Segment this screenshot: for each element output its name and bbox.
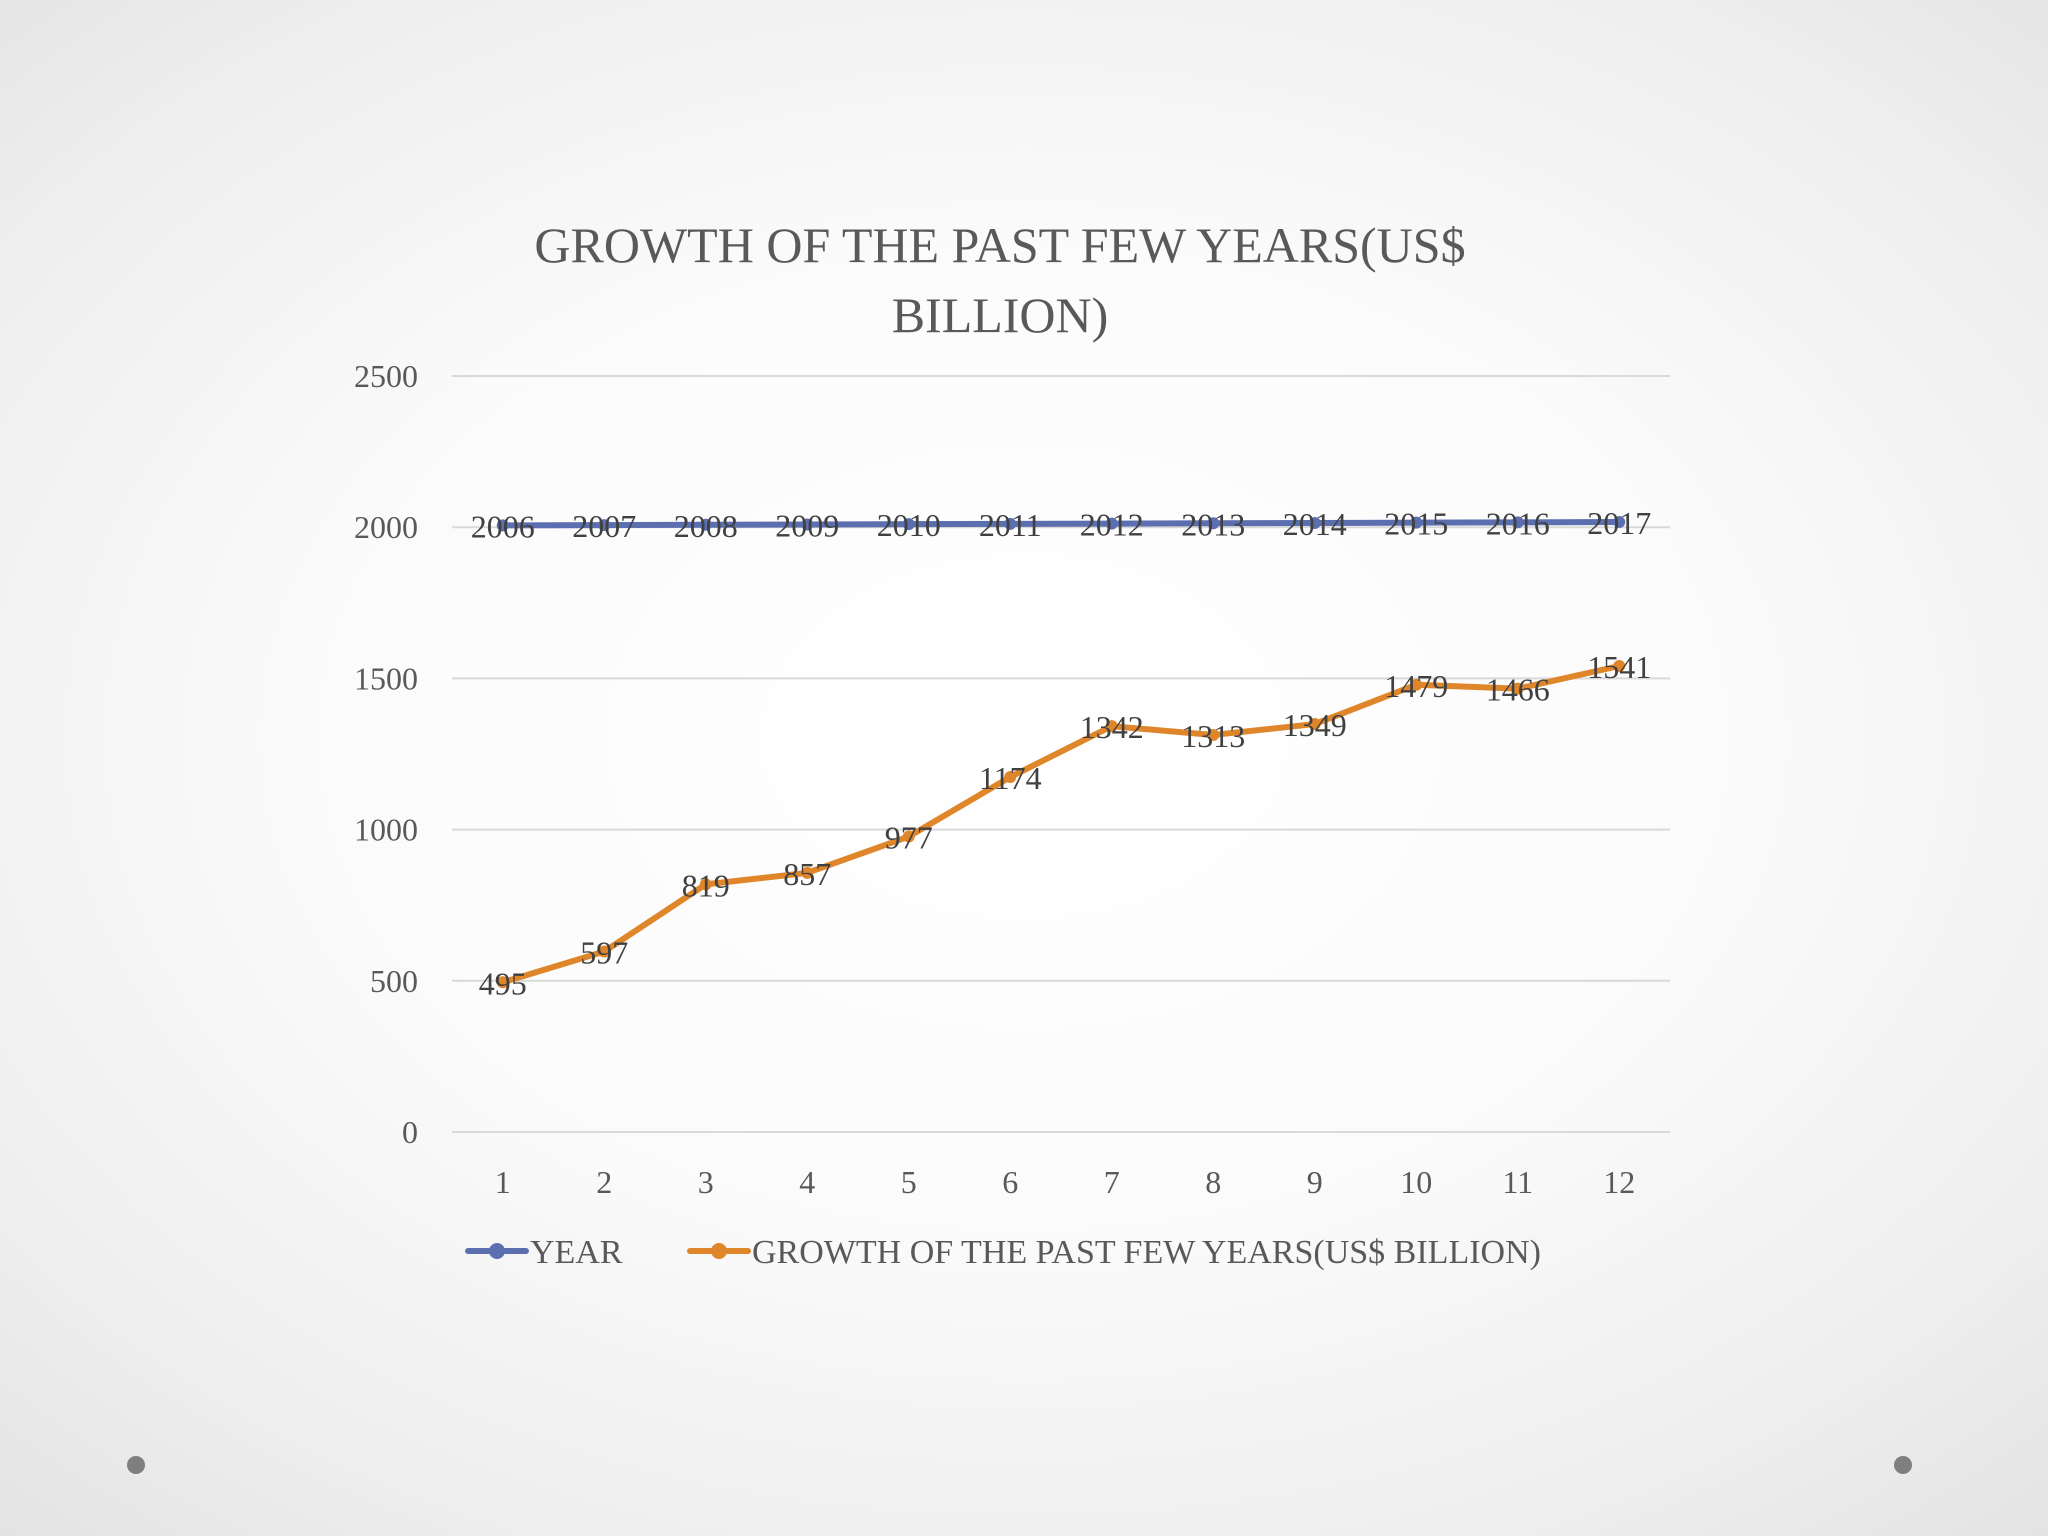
data-point: [1511, 516, 1524, 529]
data-label: 2009: [775, 507, 839, 543]
data-point: [1207, 728, 1220, 741]
data-point: [1410, 516, 1423, 529]
data-label: 2012: [1080, 507, 1144, 543]
data-label: 1479: [1384, 668, 1448, 704]
data-point: [1613, 660, 1626, 673]
data-label: 2010: [877, 507, 941, 543]
data-labels: 2006 2007 2008 2009 2010 2011 2012 2013 2014 2015…: [471, 505, 1652, 1001]
data-label: 2014: [1283, 506, 1347, 542]
data-label: 2007: [572, 508, 636, 544]
series-line-year: [499, 519, 1623, 529]
data-label: 2008: [674, 508, 738, 544]
chart-title-line-2: BILLION): [892, 287, 1109, 343]
data-label: 495: [479, 965, 527, 1001]
data-point: [1511, 682, 1524, 695]
x-tick-label: 10: [1400, 1164, 1432, 1200]
data-point: [1308, 516, 1321, 529]
data-point: [1308, 718, 1321, 731]
data-label: 2016: [1486, 505, 1550, 541]
series-line-growth: [499, 663, 1623, 986]
data-label: 2017: [1587, 505, 1651, 541]
x-tick-label: 4: [799, 1164, 815, 1200]
data-point: [1410, 678, 1423, 691]
data-label: 1313: [1181, 718, 1245, 754]
data-point: [598, 519, 611, 532]
x-tick-label: 5: [901, 1164, 917, 1200]
data-label: 819: [682, 867, 730, 903]
chart-title-line-1: GROWTH OF THE PAST FEW YEARS(US$: [534, 217, 1465, 273]
data-point: [801, 518, 814, 531]
data-label: 2011: [979, 507, 1042, 543]
x-tick-label: 1: [495, 1164, 511, 1200]
data-label: 977: [885, 820, 933, 856]
y-tick-label: 2000: [354, 509, 418, 545]
data-point: [1105, 517, 1118, 530]
data-label: 1174: [979, 760, 1042, 796]
data-point: [1105, 720, 1118, 733]
data-label: 2006: [471, 508, 535, 544]
x-tick-label: 8: [1205, 1164, 1221, 1200]
y-axis-tick-labels: 0 500 1000 1500 2000 2500: [354, 358, 418, 1150]
x-tick-label: 6: [1002, 1164, 1018, 1200]
data-point: [699, 878, 712, 891]
data-label: 1541: [1587, 649, 1651, 685]
data-label: 2015: [1384, 506, 1448, 542]
x-axis-tick-labels: 1 2 3 4 5 6 7 8 9 10 11 12: [495, 1164, 1636, 1200]
data-point: [1004, 770, 1017, 783]
data-point: [496, 976, 509, 989]
x-tick-label: 11: [1502, 1164, 1533, 1200]
slide-dot-right: [1894, 1456, 1912, 1474]
data-label: 1349: [1283, 707, 1347, 743]
legend-label: YEAR: [530, 1234, 623, 1271]
x-tick-label: 9: [1307, 1164, 1323, 1200]
data-point: [801, 866, 814, 879]
data-point: [1207, 517, 1220, 530]
x-tick-label: 2: [596, 1164, 612, 1200]
y-tick-label: 500: [370, 963, 418, 999]
data-label: 857: [783, 856, 831, 892]
legend: YEAR GROWTH OF THE PAST FEW YEARS(US$ BIL…: [465, 1234, 1541, 1271]
legend-swatch-marker: [489, 1243, 505, 1259]
data-point: [598, 945, 611, 958]
y-tick-label: 1500: [354, 660, 418, 696]
data-label: 1466: [1486, 672, 1550, 708]
x-tick-label: 7: [1104, 1164, 1120, 1200]
data-label: 597: [580, 934, 628, 970]
data-point: [1613, 516, 1626, 529]
data-point: [902, 518, 915, 531]
data-label: 2013: [1181, 506, 1245, 542]
legend-swatch-marker: [711, 1243, 727, 1259]
series-lines: [496, 516, 1626, 989]
x-tick-label: 12: [1603, 1164, 1635, 1200]
data-point: [496, 519, 509, 532]
x-tick-label: 3: [698, 1164, 714, 1200]
chart-title: GROWTH OF THE PAST FEW YEARS(US$ BILLION…: [534, 217, 1465, 343]
y-tick-label: 0: [402, 1114, 418, 1150]
slide-dot-left: [127, 1456, 145, 1474]
legend-label: GROWTH OF THE PAST FEW YEARS(US$ BILLION…: [752, 1234, 1541, 1271]
y-tick-label: 1000: [354, 812, 418, 848]
data-point: [902, 830, 915, 843]
data-point: [1004, 517, 1017, 530]
y-tick-label: 2500: [354, 358, 418, 394]
data-label: 1342: [1080, 709, 1144, 745]
data-point: [699, 518, 712, 531]
